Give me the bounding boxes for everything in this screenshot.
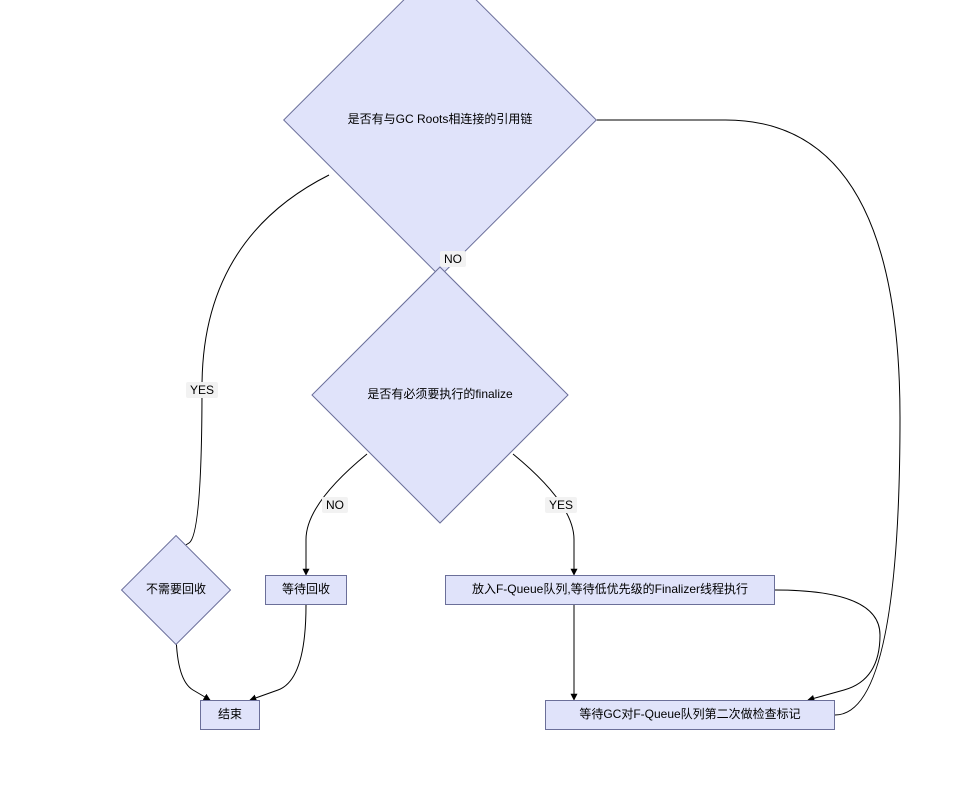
node-label: 放入F-Queue队列,等待低优先级的Finalizer线程执行 — [472, 582, 748, 598]
edge — [551, 120, 900, 715]
node-label: 是否有必须要执行的finalize — [357, 387, 523, 403]
edge-label-no: NO — [322, 497, 348, 513]
edge — [176, 175, 329, 551]
edge — [250, 605, 306, 700]
node-label: 结束 — [218, 707, 242, 723]
box-fqueue-recheck: 等待GC对F-Queue队列第二次做检查标记 — [545, 700, 835, 730]
edge-label-yes: YES — [545, 497, 577, 513]
box-end: 结束 — [200, 700, 260, 730]
box-wait-recycle: 等待回收 — [265, 575, 347, 605]
edge — [775, 590, 880, 700]
edge-label-no: NO — [440, 251, 466, 267]
decision-gc-roots: 是否有与GC Roots相连接的引用链 — [329, 9, 551, 231]
node-label: 等待GC对F-Queue队列第二次做检查标记 — [579, 707, 800, 723]
flowchart-canvas: 是否有与GC Roots相连接的引用链 是否有必须要执行的finalize 不需… — [0, 0, 960, 791]
box-fqueue-enqueue: 放入F-Queue队列,等待低优先级的Finalizer线程执行 — [445, 575, 775, 605]
edge-label-yes: YES — [186, 382, 218, 398]
decision-finalize: 是否有必须要执行的finalize — [349, 304, 531, 486]
node-label: 是否有与GC Roots相连接的引用链 — [337, 112, 543, 128]
node-label: 不需要回收 — [145, 582, 207, 598]
decision-no-recycle: 不需要回收 — [137, 551, 215, 629]
node-label: 等待回收 — [282, 582, 330, 598]
